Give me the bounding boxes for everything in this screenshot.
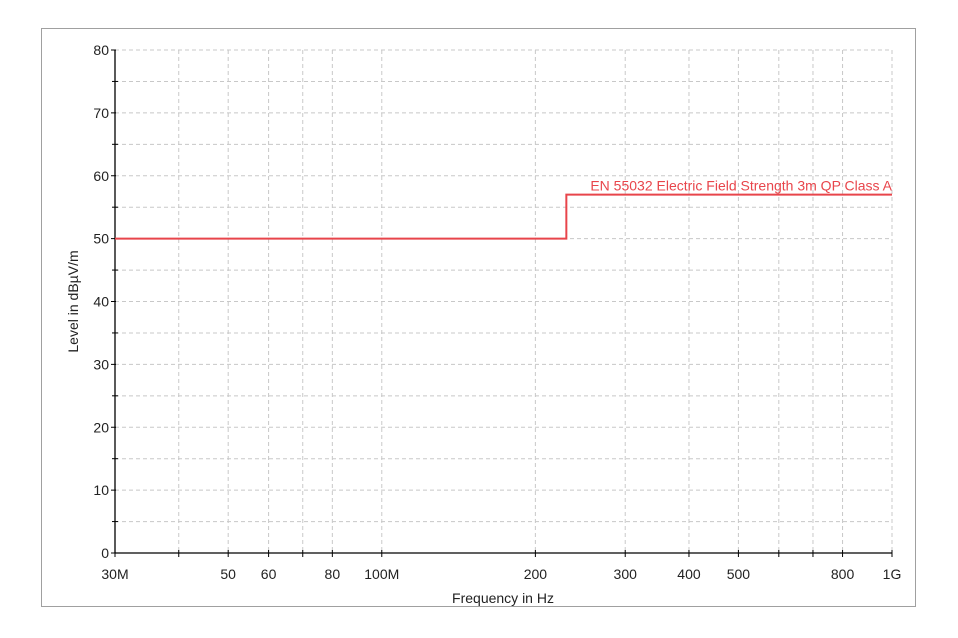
y-tick-label: 60 — [93, 168, 109, 184]
x-tick-label: 80 — [325, 566, 341, 582]
y-tick-label: 0 — [101, 545, 109, 561]
x-tick-label: 100M — [364, 566, 399, 582]
y-tick-label: 30 — [93, 356, 109, 372]
x-tick-label: 60 — [261, 566, 277, 582]
y-tick-label: 50 — [93, 231, 109, 247]
y-tick-label: 80 — [93, 42, 109, 58]
x-tick-label: 50 — [220, 566, 236, 582]
chart-frame — [41, 28, 916, 607]
y-tick-label: 20 — [93, 419, 109, 435]
x-tick-label: 200 — [524, 566, 548, 582]
x-tick-label: 800 — [831, 566, 855, 582]
y-tick-label: 40 — [93, 294, 109, 310]
x-tick-label: 400 — [677, 566, 701, 582]
x-tick-label: 300 — [614, 566, 638, 582]
limit-line-label: EN 55032 Electric Field Strength 3m QP C… — [590, 178, 892, 194]
x-tick-label: 1G — [883, 566, 902, 582]
x-axis-label: Frequency in Hz — [452, 590, 554, 606]
y-tick-label: 70 — [93, 105, 109, 121]
x-tick-label: 500 — [727, 566, 751, 582]
x-tick-label: 30M — [101, 566, 128, 582]
y-axis-label: Level in dBµV/m — [65, 250, 81, 352]
y-tick-label: 10 — [93, 482, 109, 498]
limit-line — [115, 193, 892, 240]
